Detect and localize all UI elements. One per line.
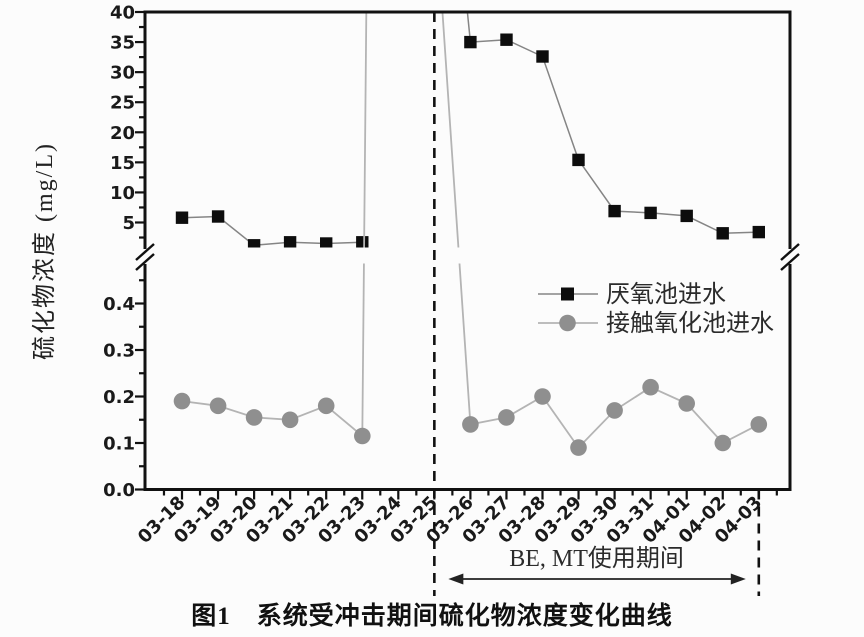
x-axis-tick-labels: 03-1803-1903-2003-2103-2203-2303-2403-25… xyxy=(134,492,766,548)
period-annotation: BE, MT使用期间 xyxy=(448,545,746,585)
data-point-square xyxy=(572,153,585,167)
svg-text:35: 35 xyxy=(110,33,135,54)
svg-text:5: 5 xyxy=(122,213,135,234)
svg-text:0.4: 0.4 xyxy=(103,294,135,315)
svg-text:0.0: 0.0 xyxy=(103,480,135,501)
y-axis-tick-labels: 5 10 15 20 25 30 35 40 0.0 0.1 0.2 0.3 0.4 xyxy=(103,3,135,502)
data-point-circle xyxy=(245,409,263,426)
data-point-square xyxy=(283,236,297,249)
data-point-square xyxy=(356,236,369,249)
series-markers-contact-oxidation-influent xyxy=(173,378,768,456)
data-point-circle xyxy=(642,378,659,396)
data-point-square xyxy=(247,239,261,252)
svg-text:0.2: 0.2 xyxy=(103,387,135,408)
svg-text:0.1: 0.1 xyxy=(103,434,135,455)
y-axis-ticks xyxy=(135,10,145,491)
svg-text:10: 10 xyxy=(110,183,135,204)
data-point-circle xyxy=(678,395,695,412)
data-point-circle xyxy=(534,388,551,405)
legend-circle-marker-icon xyxy=(559,314,576,332)
data-point-circle xyxy=(354,427,371,445)
y-axis-title: 硫化物浓度 (mg/L) xyxy=(31,142,58,360)
legend-entry-label: 厌氧池进水 xyxy=(606,281,726,308)
data-point-square xyxy=(211,210,225,223)
data-point-circle xyxy=(750,416,768,433)
data-point-square xyxy=(680,209,693,223)
data-point-circle xyxy=(570,439,587,456)
data-point-square xyxy=(608,204,621,218)
data-point-circle xyxy=(498,409,515,426)
data-point-square xyxy=(752,225,765,239)
data-point-circle xyxy=(714,434,732,452)
series-markers-anaerobic-influent xyxy=(175,33,765,252)
data-point-square xyxy=(536,50,549,63)
svg-text:25: 25 xyxy=(110,93,135,114)
svg-text:0.3: 0.3 xyxy=(103,341,135,362)
legend-square-marker-icon xyxy=(561,287,574,301)
data-point-square xyxy=(500,33,513,46)
data-point-square xyxy=(320,237,333,250)
figure-caption: 图1 系统受冲击期间硫化物浓度变化曲线 xyxy=(191,603,673,630)
data-point-square xyxy=(716,227,729,240)
legend-entry-label: 接触氧化池进水 xyxy=(606,310,774,337)
data-point-square xyxy=(644,206,657,220)
data-point-circle xyxy=(606,402,623,419)
x-axis-ticks xyxy=(162,489,778,500)
data-point-circle xyxy=(173,392,191,410)
axis-break-marks xyxy=(135,243,800,271)
data-point-circle xyxy=(462,416,479,433)
data-point-circle xyxy=(317,397,335,415)
arrowhead-left-icon xyxy=(448,573,464,585)
data-point-square xyxy=(175,211,189,224)
data-point-square xyxy=(464,35,477,49)
svg-text:15: 15 xyxy=(110,153,135,174)
svg-text:40: 40 xyxy=(110,3,135,24)
svg-text:20: 20 xyxy=(110,123,135,144)
period-label: BE, MT使用期间 xyxy=(509,545,684,572)
series-layer xyxy=(173,12,768,456)
arrowhead-right-icon xyxy=(730,573,746,585)
data-point-circle xyxy=(209,397,227,415)
data-point-circle xyxy=(281,411,299,429)
sulfide-concentration-chart: 5 10 15 20 25 30 35 40 0.0 0.1 0.2 0.3 0.4 03-1803-19… xyxy=(31,3,800,596)
series-line-contact-oxidation-influent xyxy=(181,12,760,450)
svg-text:30: 30 xyxy=(110,63,135,84)
